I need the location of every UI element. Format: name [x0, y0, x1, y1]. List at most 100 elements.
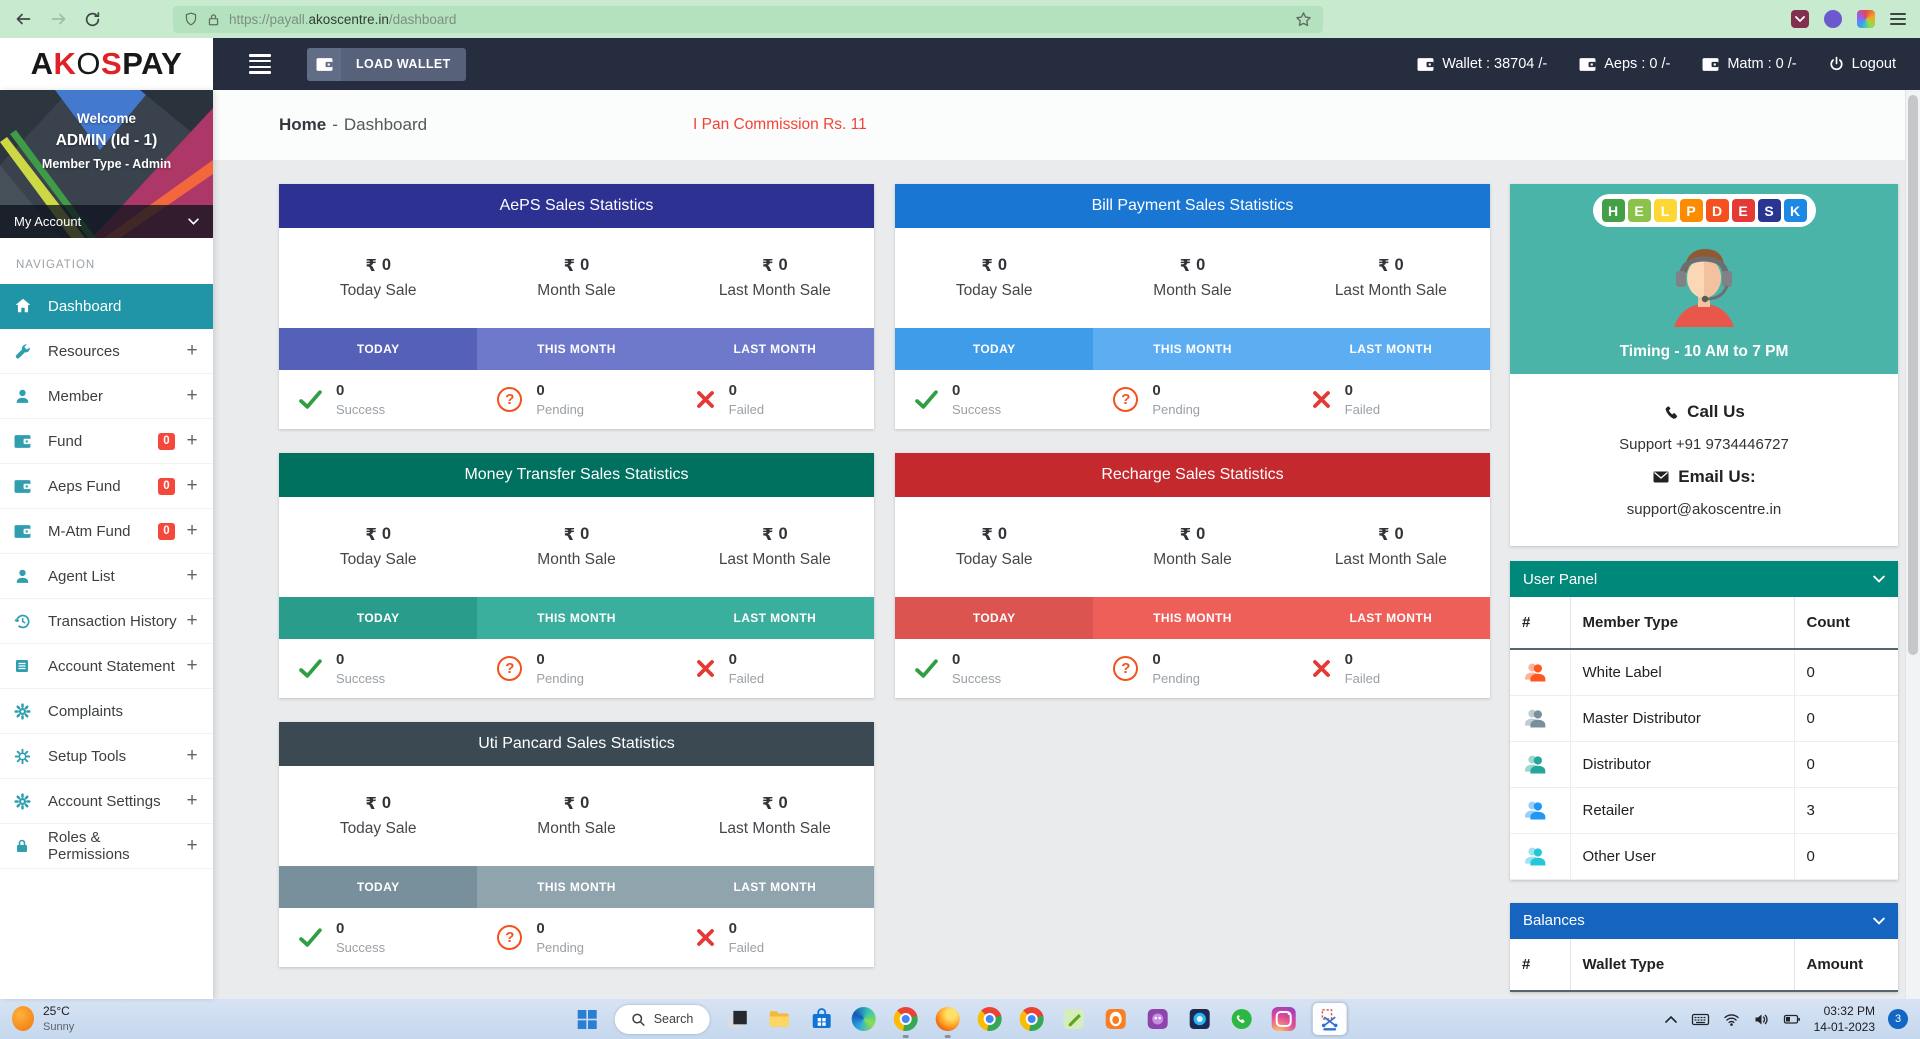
- notification-badge[interactable]: 3: [1888, 1009, 1908, 1029]
- tab-last-month[interactable]: LAST MONTH: [1291, 597, 1490, 639]
- tab-last-month[interactable]: LAST MONTH: [675, 328, 874, 370]
- file-explorer-icon[interactable]: [766, 1006, 792, 1032]
- sidebar-item-aeps-fund[interactable]: Aeps Fund 0 +: [0, 464, 213, 509]
- sidebar-item-transaction-history[interactable]: Transaction History +: [0, 599, 213, 644]
- chevron-down-icon[interactable]: [1873, 917, 1885, 925]
- load-wallet-button[interactable]: LOAD WALLET: [307, 47, 466, 81]
- tab-this-month[interactable]: THIS MONTH: [477, 597, 676, 639]
- tab-today[interactable]: TODAY: [279, 866, 478, 908]
- sidebar-item-dashboard[interactable]: Dashboard: [0, 284, 213, 329]
- breadcrumb: Home - Dashboard I Pan Commission Rs. 11: [213, 90, 1905, 160]
- taskbar-clock[interactable]: 03:32 PM 14-01-2023: [1814, 1003, 1875, 1035]
- stat-value: 0: [778, 525, 788, 543]
- chrome-browser-2-icon[interactable]: [1018, 1006, 1044, 1032]
- sidebar-item-resources[interactable]: Resources +: [0, 329, 213, 374]
- tab-this-month[interactable]: THIS MONTH: [1093, 328, 1292, 370]
- tray-chevron-up-icon[interactable]: [1664, 1014, 1678, 1024]
- tab-last-month[interactable]: LAST MONTH: [675, 597, 874, 639]
- member-type-cell: Distributor: [1570, 741, 1795, 788]
- tab-this-month[interactable]: THIS MONTH: [477, 328, 676, 370]
- status-label: Pending: [1152, 671, 1201, 686]
- sidebar-item-matm-fund[interactable]: M-Atm Fund 0 +: [0, 509, 213, 554]
- whatsapp-icon[interactable]: [1228, 1006, 1254, 1032]
- tab-today[interactable]: TODAY: [895, 328, 1094, 370]
- browser-forward-icon[interactable]: [49, 11, 68, 27]
- extension-icon[interactable]: [1857, 10, 1875, 28]
- tab-this-month[interactable]: THIS MONTH: [477, 866, 676, 908]
- brand-letter: O: [76, 46, 102, 81]
- notepad-plus-plus-icon[interactable]: [1060, 1006, 1086, 1032]
- sidebar-item-complaints[interactable]: Complaints: [0, 689, 213, 734]
- matm-balance[interactable]: Matm : 0 /-: [1702, 56, 1797, 72]
- browser-back-icon[interactable]: [14, 11, 33, 27]
- stat-value: 0: [580, 794, 590, 812]
- sidebar-item-account-statement[interactable]: Account Statement +: [0, 644, 213, 689]
- sidebar-item-roles-permissions[interactable]: Roles & Permissions +: [0, 824, 213, 869]
- status-value: 0: [336, 382, 345, 399]
- wifi-icon[interactable]: [1723, 1012, 1740, 1027]
- snipping-tool-icon[interactable]: [1312, 1003, 1347, 1035]
- touch-keyboard-icon[interactable]: [1691, 1012, 1710, 1027]
- expand-plus-icon: +: [186, 565, 198, 586]
- start-button[interactable]: [574, 1006, 600, 1032]
- pocket-extension-icon[interactable]: [1791, 10, 1809, 28]
- aeps-balance[interactable]: Aeps : 0 /-: [1579, 56, 1670, 72]
- tab-today[interactable]: TODAY: [279, 597, 478, 639]
- firefox-browser-icon[interactable]: [934, 1006, 960, 1038]
- card-title: Uti Pancard Sales Statistics: [279, 722, 874, 766]
- address-bar[interactable]: https://payall.akoscentre.in/dashboard: [173, 5, 1323, 33]
- sidebar-item-member[interactable]: Member +: [0, 374, 213, 419]
- browser-reload-icon[interactable]: [84, 11, 101, 28]
- my-account-label: My Account: [14, 214, 82, 229]
- photo-viewer-icon[interactable]: [1186, 1006, 1212, 1032]
- sidebar-item-setup-tools[interactable]: Setup Tools +: [0, 734, 213, 779]
- cross-icon: [1312, 391, 1330, 408]
- chrome-browser-icon[interactable]: [892, 1006, 918, 1038]
- wallet-icon: [1702, 57, 1719, 71]
- tab-this-month[interactable]: THIS MONTH: [1093, 597, 1292, 639]
- rupee-icon: ₹: [761, 794, 774, 813]
- shield-icon[interactable]: [184, 11, 198, 27]
- microsoft-store-icon[interactable]: [808, 1006, 834, 1032]
- rupee-icon: ₹: [981, 256, 993, 275]
- taskbar-search[interactable]: Search: [614, 1004, 710, 1034]
- tab-last-month[interactable]: LAST MONTH: [675, 866, 874, 908]
- status-label: Failed: [728, 940, 765, 955]
- tab-today[interactable]: TODAY: [279, 328, 478, 370]
- my-account-menu[interactable]: My Account: [0, 205, 213, 238]
- media-app-icon[interactable]: [1144, 1006, 1170, 1032]
- users-icon: [1522, 845, 1558, 867]
- weather-widget[interactable]: 25°C Sunny: [12, 1004, 74, 1034]
- photos-app-icon[interactable]: [724, 1006, 750, 1032]
- status-label: Pending: [536, 940, 585, 955]
- battery-icon[interactable]: [1783, 1012, 1801, 1026]
- chevron-down-icon[interactable]: [1873, 575, 1885, 583]
- logout-button[interactable]: Logout: [1829, 56, 1896, 72]
- wallet-balance[interactable]: Wallet : 38704 /-: [1417, 56, 1547, 72]
- xampp-icon[interactable]: [1102, 1006, 1128, 1032]
- column-header: Amount: [1794, 938, 1898, 992]
- chrome-profile-icon[interactable]: [976, 1006, 1002, 1032]
- brand-logo[interactable]: A K O S PAY: [0, 38, 213, 90]
- stat-today-sale: ₹0 Today Sale: [279, 497, 477, 597]
- volume-icon[interactable]: [1753, 1012, 1770, 1027]
- sidebar-item-fund[interactable]: Fund 0 +: [0, 419, 213, 464]
- breadcrumb-home[interactable]: Home: [279, 115, 327, 134]
- account-extension-icon[interactable]: [1824, 10, 1842, 28]
- sidebar-item-account-settings[interactable]: Account Settings +: [0, 779, 213, 824]
- page-scrollbar[interactable]: [1905, 90, 1920, 999]
- edge-browser-icon[interactable]: [850, 1006, 876, 1032]
- users-icon: [1522, 661, 1558, 683]
- browser-menu-icon[interactable]: [1890, 10, 1906, 28]
- document-icon: [14, 658, 32, 674]
- sidebar-item-agent-list[interactable]: Agent List +: [0, 554, 213, 599]
- gear-icon: [14, 792, 32, 810]
- instagram-icon[interactable]: [1270, 1006, 1296, 1032]
- lock-icon[interactable]: [207, 12, 220, 27]
- scrollbar-thumb[interactable]: [1908, 95, 1918, 655]
- tab-last-month[interactable]: LAST MONTH: [1291, 328, 1490, 370]
- bookmark-star-icon[interactable]: [1295, 11, 1312, 28]
- sidebar-toggle-icon[interactable]: [249, 51, 271, 77]
- sidebar-item-label: Roles & Permissions: [48, 829, 130, 863]
- tab-today[interactable]: TODAY: [895, 597, 1094, 639]
